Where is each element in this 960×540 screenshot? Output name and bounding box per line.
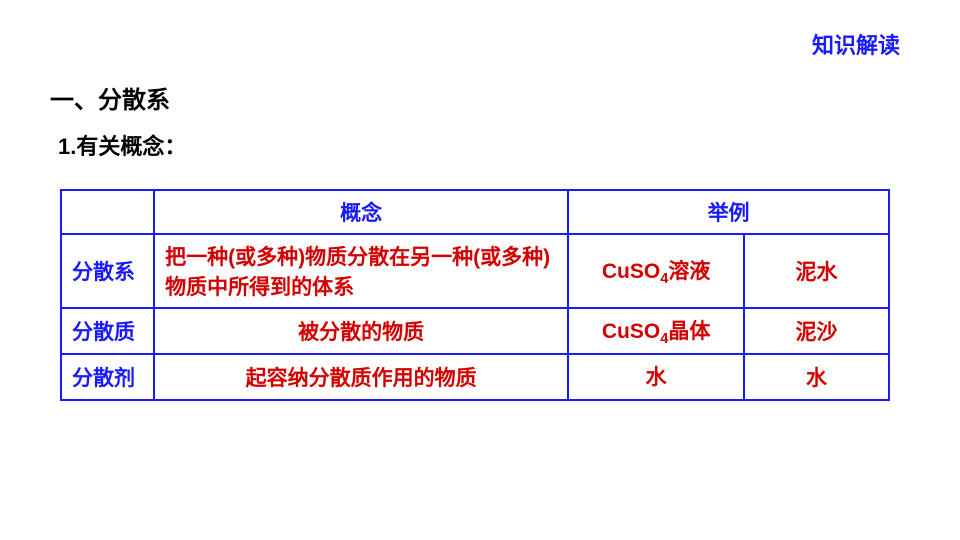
row-definition: 起容纳分散质作用的物质 <box>154 354 568 400</box>
row-example-2: 水 <box>744 354 889 400</box>
sub-title: 1.有关概念： <box>58 129 910 161</box>
row-example-2: 泥沙 <box>744 308 889 354</box>
table-header-row: 概念 举例 <box>61 190 889 234</box>
row-example-1: 水 <box>568 354 744 400</box>
table-row: 分散系 把一种(或多种)物质分散在另一种(或多种)物质中所得到的体系 CuSO4… <box>61 234 889 308</box>
header-example: 举例 <box>568 190 889 234</box>
row-example-1: CuSO4晶体 <box>568 308 744 354</box>
row-label: 分散剂 <box>61 354 154 400</box>
row-definition: 把一种(或多种)物质分散在另一种(或多种)物质中所得到的体系 <box>154 234 568 308</box>
section-title: 一、分散系 <box>50 80 910 115</box>
concepts-table: 概念 举例 分散系 把一种(或多种)物质分散在另一种(或多种)物质中所得到的体系… <box>60 189 890 401</box>
row-definition: 被分散的物质 <box>154 308 568 354</box>
header-blank <box>61 190 154 234</box>
header-concept: 概念 <box>154 190 568 234</box>
table-row: 分散剂 起容纳分散质作用的物质 水 水 <box>61 354 889 400</box>
corner-label: 知识解读 <box>812 28 900 60</box>
row-label: 分散系 <box>61 234 154 308</box>
row-label: 分散质 <box>61 308 154 354</box>
row-example-1: CuSO4溶液 <box>568 234 744 308</box>
row-example-2: 泥水 <box>744 234 889 308</box>
table-row: 分散质 被分散的物质 CuSO4晶体 泥沙 <box>61 308 889 354</box>
